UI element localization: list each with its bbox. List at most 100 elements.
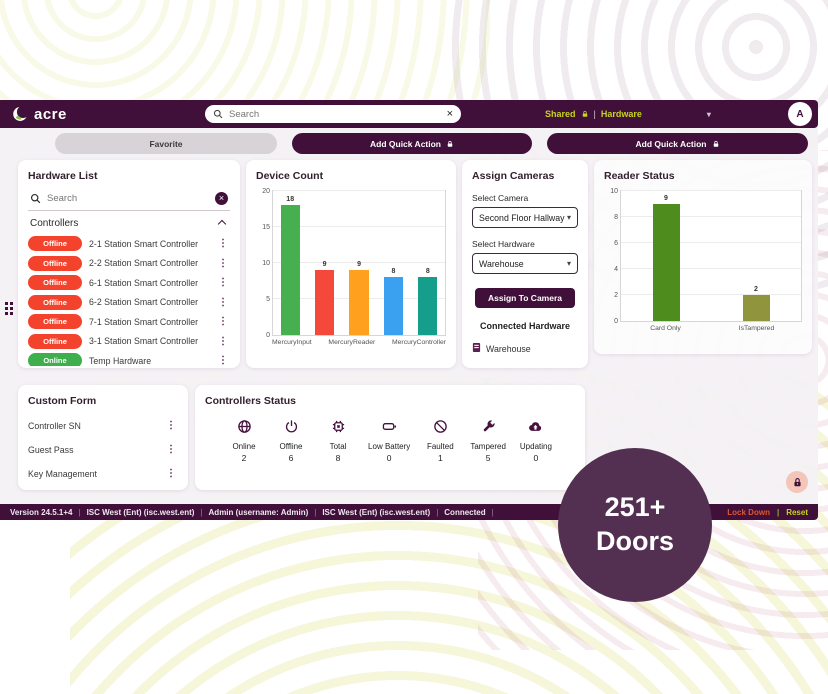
list-item[interactable]: Offline 6-2 Station Smart Controller ⋮	[28, 294, 230, 310]
lock-fab-button[interactable]	[786, 471, 808, 493]
status-bar-actions: Lock Down | Reset	[727, 508, 808, 517]
camera-select-value: Second Floor Hallway	[479, 212, 565, 223]
y-tick-label: 0	[614, 318, 618, 325]
bar-slot: 9	[307, 191, 341, 335]
custom-form-item[interactable]: Key Management ⋮	[28, 468, 178, 479]
add-quick-action-label: Add Quick Action	[370, 138, 441, 149]
kebab-menu-icon[interactable]: ⋮	[218, 316, 228, 327]
status-label: Total	[329, 442, 347, 451]
list-item[interactable]: Offline 7-1 Station Smart Controller ⋮	[28, 314, 230, 329]
status-badge: Offline	[28, 314, 82, 329]
add-quick-action-button[interactable]: Add Quick Action	[292, 133, 532, 154]
bar	[418, 277, 438, 335]
kebab-menu-icon[interactable]: ⋮	[218, 257, 228, 269]
gridline	[273, 262, 445, 263]
kebab-menu-icon[interactable]: ⋮	[218, 238, 228, 249]
globe-icon	[237, 420, 252, 438]
hardware-search-input[interactable]	[47, 193, 167, 204]
status-badge: Offline	[28, 255, 82, 271]
status-count: 2	[241, 453, 247, 463]
controllers-group-header[interactable]: Controllers	[28, 211, 230, 236]
lock-down-button[interactable]: Lock Down	[727, 507, 770, 517]
clear-icon[interactable]: ×	[215, 192, 228, 205]
status-label: Faulted	[426, 442, 454, 451]
x-axis-labels: Card Only IsTampered	[620, 325, 802, 332]
controllers-status-item[interactable]: Updating 0	[519, 419, 553, 463]
controllers-status-item[interactable]: Tampered 5	[470, 419, 506, 463]
list-item[interactable]: Offline 3-1 Station Smart Controller ⋮	[28, 333, 230, 349]
x-tick-label: Card Only	[650, 325, 681, 332]
connected-hardware-item[interactable]: Warehouse	[472, 342, 578, 355]
acre-logo-icon	[13, 105, 30, 121]
gridline	[621, 294, 801, 295]
drag-handle-icon[interactable]	[5, 302, 13, 315]
hardware-select[interactable]: Warehouse ▾	[472, 253, 578, 274]
connected-hardware-label: Connected Hardware	[479, 321, 571, 331]
app-window: acre × Shared | Hardware ▾ A	[0, 100, 818, 520]
bar-value-label: 9	[664, 195, 668, 202]
custom-form-item[interactable]: Controller SN ⋮	[28, 420, 178, 431]
blocked-icon	[433, 420, 448, 438]
global-search[interactable]: ×	[205, 105, 461, 123]
bar-slot: 8	[411, 191, 445, 335]
search-icon	[30, 193, 41, 204]
avatar[interactable]: A	[788, 102, 812, 126]
gridline	[621, 268, 801, 269]
gridline	[621, 216, 801, 217]
chevron-up-icon[interactable]	[217, 219, 227, 228]
controllers-status-item[interactable]: Low Battery 0	[368, 419, 410, 463]
kebab-menu-icon[interactable]: ⋮	[166, 420, 176, 431]
status-segment: Connected	[444, 507, 486, 517]
kebab-menu-icon[interactable]: ⋮	[218, 335, 228, 347]
shared-label: Shared	[545, 109, 576, 119]
context-switcher[interactable]: Shared | Hardware ▾	[545, 100, 711, 128]
hardware-search[interactable]: ×	[28, 186, 230, 211]
camera-select[interactable]: Second Floor Hallway ▾	[472, 207, 578, 228]
status-badge: Online	[28, 353, 82, 366]
connected-hardware-name: Warehouse	[486, 343, 531, 354]
kebab-menu-icon[interactable]: ⋮	[218, 277, 228, 288]
search-input[interactable]	[229, 108, 441, 120]
controllers-status-item[interactable]: Faulted 1	[423, 419, 457, 463]
status-segment: Admin (username: Admin)	[208, 507, 309, 517]
favorite-button[interactable]: Favorite	[55, 133, 277, 154]
chevron-down-icon[interactable]: ▾	[706, 109, 711, 119]
favorite-label: Favorite	[149, 138, 183, 149]
status-badge: Offline	[28, 236, 82, 251]
custom-form-item[interactable]: Guest Pass ⋮	[28, 444, 178, 455]
panel-title: Hardware List	[28, 170, 98, 182]
status-label: Low Battery	[368, 442, 411, 451]
list-item[interactable]: Offline 6-1 Station Smart Controller ⋮	[28, 275, 230, 290]
controller-cabinet-icon	[472, 342, 481, 355]
bar-slot: 8	[376, 191, 410, 335]
kebab-menu-icon[interactable]: ⋮	[166, 444, 176, 455]
clear-search-icon[interactable]: ×	[446, 107, 453, 120]
panel-title: Controllers Status	[205, 395, 297, 407]
footer-separator: |	[491, 507, 494, 517]
lock-icon	[582, 110, 587, 117]
controllers-status-item[interactable]: Online 2	[227, 419, 261, 463]
assign-to-camera-button[interactable]: Assign To Camera	[475, 288, 575, 308]
search-icon	[213, 109, 223, 119]
module-label: Hardware	[600, 109, 642, 119]
bar-value-label: 9	[357, 261, 361, 269]
reset-button[interactable]: Reset	[786, 507, 808, 517]
lock-icon	[793, 477, 801, 486]
kebab-menu-icon[interactable]: ⋮	[218, 355, 228, 366]
kebab-menu-icon[interactable]: ⋮	[218, 296, 228, 308]
list-item[interactable]: Offline 2-1 Station Smart Controller ⋮	[28, 236, 230, 251]
list-item[interactable]: Offline 2-2 Station Smart Controller ⋮	[28, 255, 230, 271]
y-tick-label: 6	[614, 240, 618, 247]
kebab-menu-icon[interactable]: ⋮	[166, 468, 176, 479]
status-count: 6	[288, 453, 294, 463]
bar	[280, 205, 300, 335]
bars: 18 9 9 8 8	[273, 191, 445, 335]
status-segment: Version 24.5.1+4	[10, 507, 73, 517]
controllers-status-item[interactable]: Offline 6	[274, 419, 308, 463]
y-tick-label: 0	[266, 332, 270, 339]
chevron-down-icon: ▾	[566, 259, 571, 268]
device-count-panel: Device Count 0 5 10 15 20 18 9 9 8 8 MercuryInput…	[246, 160, 456, 368]
list-item[interactable]: Online Temp Hardware ⋮	[28, 353, 230, 366]
add-quick-action-button-2[interactable]: Add Quick Action	[547, 133, 808, 154]
controllers-status-item[interactable]: Total 8	[321, 419, 355, 463]
